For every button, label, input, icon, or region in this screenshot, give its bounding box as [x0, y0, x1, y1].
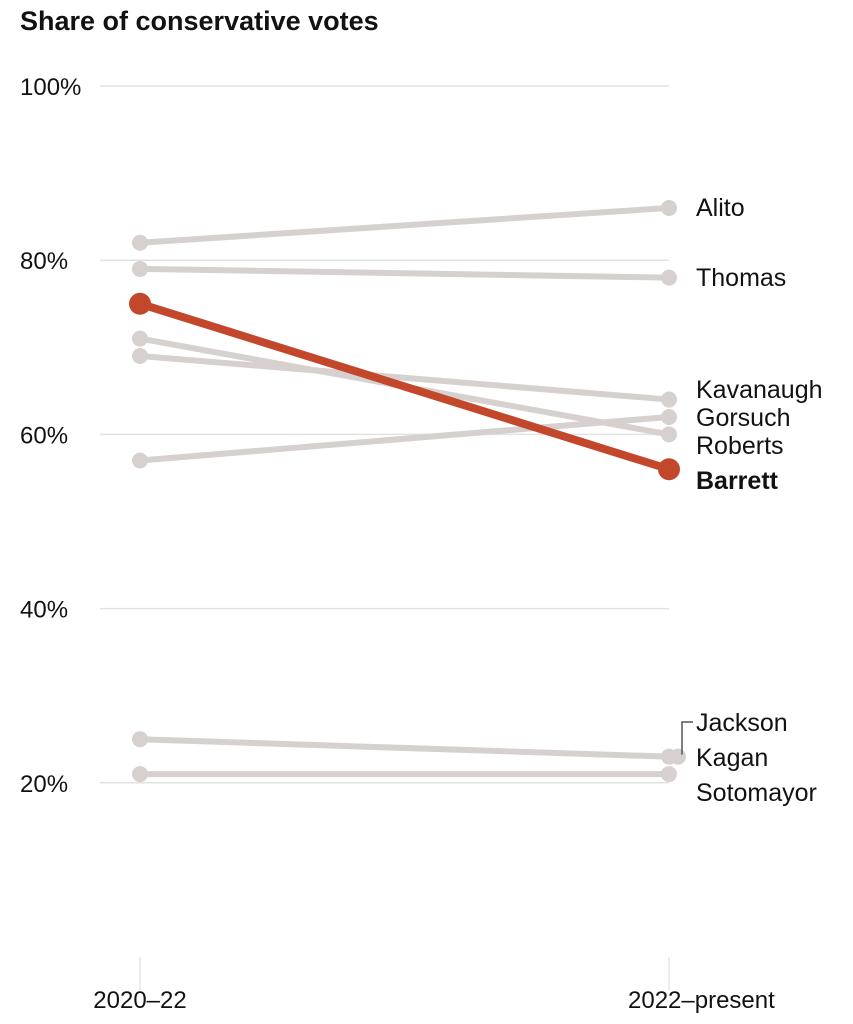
data-point-alito [661, 199, 677, 216]
series-label-gorsuch: Gorsuch [696, 404, 790, 432]
jackson-leader-line [681, 721, 693, 755]
series-label-sotomayor: Sotomayor [696, 779, 817, 807]
series-line-thomas [137, 265, 672, 281]
series-label-jackson: Jackson [696, 709, 788, 737]
data-point-kavanaugh [132, 348, 148, 365]
data-point-roberts [661, 426, 677, 443]
series-line-barrett [136, 299, 673, 474]
series-line-kavanaugh [137, 353, 672, 403]
y-tick-label: 20% [20, 771, 68, 798]
data-point-kagan [132, 731, 148, 748]
data-point-barrett [658, 458, 680, 481]
y-tick-label: 100% [20, 74, 81, 101]
y-tick-label: 60% [20, 422, 68, 449]
x-tick-label: 2020–22 [93, 987, 186, 1014]
data-point-roberts [132, 330, 148, 347]
data-point-thomas [661, 269, 677, 286]
data-point-sotomayor [132, 766, 148, 783]
data-point-barrett [129, 292, 151, 315]
series-label-barrett: Barrett [696, 467, 779, 495]
series-line-kagan [137, 736, 672, 760]
y-tick-label: 40% [20, 597, 68, 624]
data-point-gorsuch [132, 452, 148, 469]
data-point-gorsuch [661, 408, 677, 425]
series-line-gorsuch [137, 413, 672, 464]
data-point-kagan [661, 748, 677, 765]
data-point-thomas [132, 260, 148, 277]
y-tick-label: 80% [20, 248, 68, 275]
x-tick-label: 2022–present [628, 987, 775, 1014]
series-label-kavanaugh: Kavanaugh [696, 376, 823, 404]
data-point-sotomayor [661, 766, 677, 783]
series-label-roberts: Roberts [696, 432, 784, 460]
series-label-alito: Alito [696, 194, 745, 222]
series-label-thomas: Thomas [696, 264, 786, 292]
chart-title: Share of conservative votes [20, 6, 379, 36]
data-point-kavanaugh [661, 391, 677, 408]
series-line-alito [137, 204, 672, 246]
series-label-kagan: Kagan [696, 744, 768, 772]
data-point-alito [132, 234, 148, 251]
